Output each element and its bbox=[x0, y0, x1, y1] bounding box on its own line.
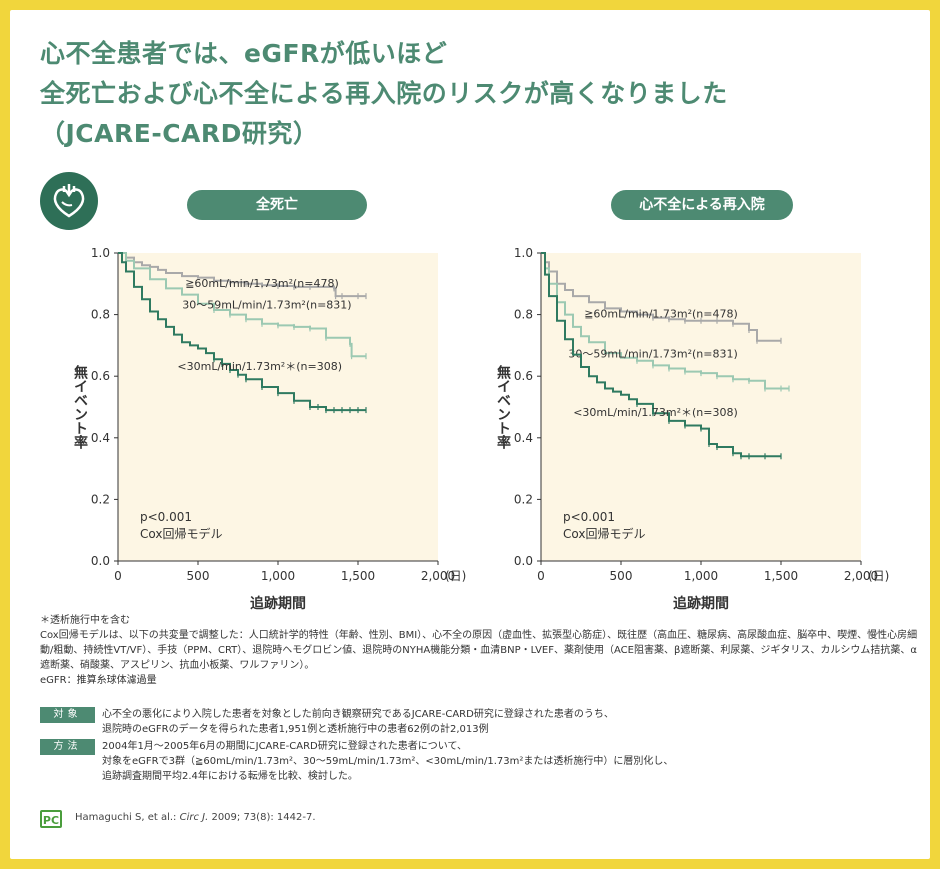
series-label: ≧60mL/min/1.73m²(n=478) bbox=[584, 308, 738, 321]
x-tick-label: 2,000 bbox=[421, 569, 455, 583]
title-line-1: 心不全患者では、eGFRが低いほど bbox=[40, 39, 448, 68]
annotation-text: p<0.001 bbox=[563, 510, 615, 524]
x-tick-label: 500 bbox=[187, 569, 210, 583]
pc-logo-icon: PC bbox=[40, 810, 62, 828]
annotation-text: Cox回帰モデル bbox=[563, 526, 645, 541]
page-title: 心不全患者では、eGFRが低いほど 全死亡および心不全による再入院のリスクが高く… bbox=[40, 34, 900, 154]
chart-hf-readmission: 0.0 0.2 0.4 0.6 0.8 1.0 0 500 1,000 1,500 2,000(日)… bbox=[495, 246, 889, 610]
x-tick-label: 0 bbox=[537, 569, 545, 583]
plot-area bbox=[118, 253, 438, 561]
pill-hf-readmission: 心不全による再入院 bbox=[611, 190, 793, 220]
x-axis-label: 追跡期間 bbox=[673, 595, 729, 610]
reference-suffix: 2009; 73(8): 1442-7. bbox=[208, 812, 316, 823]
annotation-text: Cox回帰モデル bbox=[140, 526, 222, 541]
footnote-cox-model: Cox回帰モデルは、以下の共変量で調整した：人口統計学的特性（年齢、性別、BMI… bbox=[40, 630, 918, 671]
method-tag: 方法 bbox=[40, 739, 95, 755]
y-tick-label: 1.0 bbox=[91, 246, 110, 260]
heart-icon bbox=[40, 172, 98, 230]
y-tick-label: 0.6 bbox=[91, 369, 110, 383]
y-tick-label: 1.0 bbox=[514, 246, 533, 260]
y-tick-label: 0.4 bbox=[514, 431, 533, 445]
x-tick-label: 2,000 bbox=[844, 569, 878, 583]
x-axis-label: 追跡期間 bbox=[250, 595, 306, 610]
x-tick-label: 1,000 bbox=[684, 569, 718, 583]
y-tick-label: 0.2 bbox=[514, 492, 533, 506]
pill-all-cause-death: 全死亡 bbox=[187, 190, 367, 220]
method-text-2: 対象をeGFRで3群（≧60mL/min/1.73m²、30～59mL/min/… bbox=[102, 756, 674, 767]
method-text-1: 2004年1月～2005年6月の期間にJCARE-CARD研究に登録された患者に… bbox=[102, 741, 467, 752]
y-tick-label: 0.0 bbox=[91, 554, 110, 568]
x-unit-label: (日) bbox=[868, 569, 889, 583]
annotation-text: p<0.001 bbox=[140, 510, 192, 524]
subject-text-2: 退院時のeGFRのデータを得られた患者1,951例と透析施行中の患者62例の計2… bbox=[102, 724, 489, 735]
x-tick-label: 1,500 bbox=[764, 569, 798, 583]
chart-all-cause-death: 0.0 0.2 0.4 0.6 0.8 1.0 0 500 1,000 1,500 2,000(日)… bbox=[72, 246, 466, 610]
subject-text-1: 心不全の悪化により入院した患者を対象とした前向き観察研究であるJCARE-CAR… bbox=[102, 709, 614, 720]
y-axis-label: 無イベント率 bbox=[495, 364, 511, 450]
x-tick-label: 500 bbox=[610, 569, 633, 583]
content-card: 心不全患者では、eGFRが低いほど 全死亡および心不全による再入院のリスクが高く… bbox=[10, 10, 930, 859]
footnotes: ＊透析施行中を含む Cox回帰モデルは、以下の共変量で調整した：人口統計学的特性… bbox=[40, 613, 920, 688]
reference-prefix: Hamaguchi S, et al.: bbox=[75, 812, 180, 823]
title-line-2: 全死亡および心不全による再入院のリスクが高くなりました bbox=[40, 79, 728, 108]
reference: PC Hamaguchi S, et al.: Circ J. 2009; 73… bbox=[40, 810, 900, 830]
x-tick-label: 1,000 bbox=[261, 569, 295, 583]
y-axis-label: 無イベント率 bbox=[72, 364, 88, 450]
reference-text: Hamaguchi S, et al.: Circ J. 2009; 73(8)… bbox=[75, 812, 316, 823]
method-text-3: 追跡調査期間平均2.4年における転帰を比較、検討した。 bbox=[102, 771, 358, 782]
y-tick-label: 0.4 bbox=[91, 431, 110, 445]
series-label: <30mL/min/1.73m²＊(n=308) bbox=[177, 360, 342, 373]
y-tick-label: 0.8 bbox=[514, 308, 533, 322]
footnote-egfr: eGFR：推算糸球体濾過量 bbox=[40, 675, 157, 686]
subject-tag: 対象 bbox=[40, 707, 95, 723]
reference-journal: Circ J. bbox=[179, 812, 209, 823]
y-tick-label: 0.8 bbox=[91, 308, 110, 322]
series-label: 30～59mL/min/1.73m²(n=831) bbox=[568, 348, 737, 361]
footnote-dialysis: ＊透析施行中を含む bbox=[40, 615, 130, 626]
y-tick-label: 0.0 bbox=[514, 554, 533, 568]
series-label: ≧60mL/min/1.73m²(n=478) bbox=[185, 277, 339, 290]
series-line bbox=[118, 252, 366, 358]
series-label: <30mL/min/1.73m²＊(n=308) bbox=[573, 406, 738, 419]
title-line-3: （JCARE-CARD研究） bbox=[40, 119, 319, 148]
x-unit-label: (日) bbox=[445, 569, 466, 583]
series-label: 30～59mL/min/1.73m²(n=831) bbox=[182, 298, 351, 311]
x-tick-label: 1,500 bbox=[341, 569, 375, 583]
plot-area bbox=[541, 253, 861, 561]
x-tick-label: 0 bbox=[114, 569, 122, 583]
y-tick-label: 0.2 bbox=[91, 492, 110, 506]
y-tick-label: 0.6 bbox=[514, 369, 533, 383]
